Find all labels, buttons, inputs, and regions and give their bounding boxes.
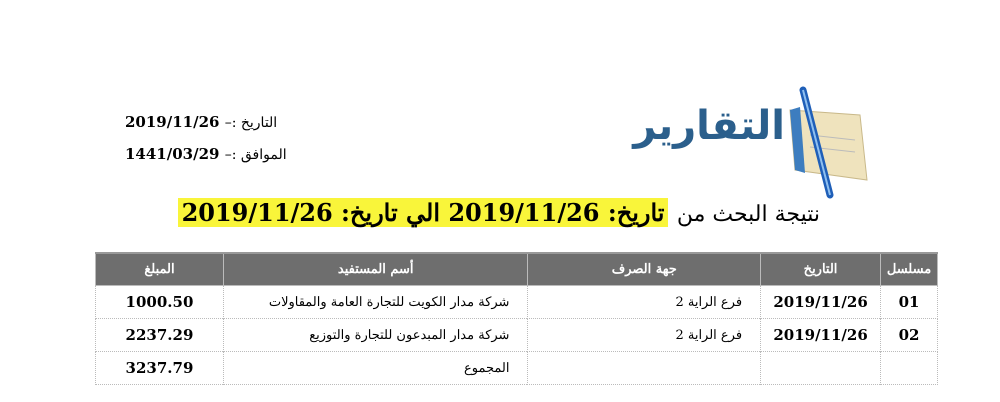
amount-cell: 2237.29	[95, 318, 224, 352]
title-date-range: تاريخ: 2019/11/26 الي تاريخ: 2019/11/26	[177, 198, 669, 227]
total-row: المجموع 3237.79	[95, 351, 938, 385]
beneficiary-cell: شركة مدار المبدعون للتجارة والتوزيع	[222, 318, 529, 352]
checkbook-pen-icon	[789, 86, 868, 199]
to-label: الي تاريخ:	[341, 198, 440, 227]
total-value: 3237.79	[95, 351, 224, 385]
hijri-line: الموافق :– 1441/03/29	[125, 145, 287, 163]
amount-cell: 1000.50	[95, 285, 224, 319]
reports-logo: التقارير	[633, 85, 868, 200]
hijri-label: الموافق :–	[224, 147, 287, 163]
beneficiary-cell: شركة مدار الكويت للتجارة العامة والمقاول…	[222, 285, 529, 319]
to-date: 2019/11/26	[181, 198, 333, 227]
search-result-title: نتيجة البحث من تاريخ: 2019/11/26 الي تار…	[177, 198, 820, 227]
date-cell: 2019/11/26	[760, 318, 882, 352]
branch-cell: فرع الراية 2	[527, 318, 762, 352]
results-table: مسلسل التاريخ جهة الصرف أسم المستفيد الم…	[95, 252, 938, 385]
col-date: التاريخ	[760, 252, 882, 286]
date-label: التاريخ :–	[224, 115, 278, 131]
title-prefix: نتيجة البحث من	[676, 202, 820, 227]
serial-cell: 02	[880, 318, 938, 352]
col-beneficiary: أسم المستفيد	[222, 252, 529, 286]
from-date: 2019/11/26	[448, 198, 600, 227]
hijri-value: 1441/03/29	[125, 145, 220, 163]
branch-cell: فرع الراية 2	[527, 285, 762, 319]
serial-cell: 01	[880, 285, 938, 319]
date-value: 2019/11/26	[125, 113, 220, 131]
logo-text: التقارير	[633, 103, 785, 149]
table-header: مسلسل التاريخ جهة الصرف أسم المستفيد الم…	[95, 252, 938, 286]
col-serial: مسلسل	[880, 252, 938, 286]
total-label: المجموع	[222, 351, 529, 385]
date-cell: 2019/11/26	[760, 285, 882, 319]
col-branch: جهة الصرف	[527, 252, 762, 286]
col-amount: المبلغ	[95, 252, 224, 286]
table-row: 02 2019/11/26 فرع الراية 2 شركة مدار الم…	[95, 318, 938, 352]
date-line: التاريخ :– 2019/11/26	[125, 113, 277, 131]
table-row: 01 2019/11/26 فرع الراية 2 شركة مدار الك…	[95, 285, 938, 319]
from-label: تاريخ:	[607, 198, 665, 227]
